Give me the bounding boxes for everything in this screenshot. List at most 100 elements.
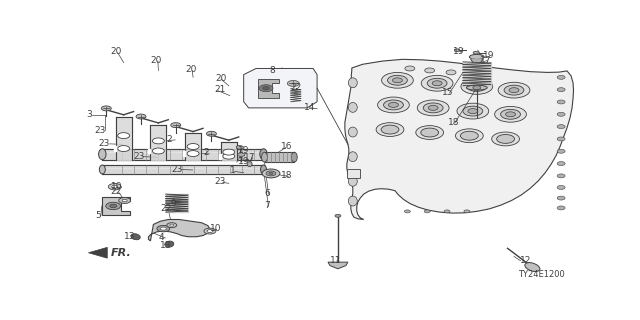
Circle shape	[557, 162, 565, 165]
Circle shape	[392, 78, 403, 83]
Text: 23: 23	[214, 177, 225, 186]
Circle shape	[122, 199, 127, 202]
Circle shape	[504, 85, 524, 95]
Circle shape	[557, 112, 565, 116]
Circle shape	[161, 227, 166, 230]
Circle shape	[557, 174, 565, 178]
Text: TY24E1200: TY24E1200	[518, 270, 565, 279]
Ellipse shape	[99, 165, 106, 174]
Circle shape	[378, 97, 410, 113]
Text: 23: 23	[99, 139, 110, 148]
Ellipse shape	[247, 162, 252, 166]
Circle shape	[467, 82, 487, 92]
Text: 10: 10	[210, 224, 221, 233]
Text: 12: 12	[520, 256, 531, 265]
Ellipse shape	[348, 152, 357, 162]
Text: 17: 17	[480, 56, 492, 65]
Circle shape	[428, 78, 447, 88]
Circle shape	[557, 196, 565, 200]
Text: 23: 23	[94, 126, 105, 135]
Text: 21: 21	[214, 85, 225, 94]
Circle shape	[223, 149, 235, 155]
Circle shape	[404, 210, 410, 213]
Circle shape	[167, 223, 177, 228]
Circle shape	[381, 72, 413, 88]
Ellipse shape	[348, 102, 357, 112]
Circle shape	[500, 109, 520, 119]
Polygon shape	[148, 220, 210, 241]
Text: 19: 19	[453, 47, 465, 56]
Circle shape	[405, 66, 415, 71]
Ellipse shape	[348, 196, 357, 206]
Text: 19: 19	[237, 156, 249, 166]
Text: 23: 23	[172, 165, 182, 174]
Circle shape	[557, 75, 565, 79]
Circle shape	[472, 84, 482, 89]
Circle shape	[495, 107, 526, 122]
Ellipse shape	[525, 263, 540, 271]
Text: 20: 20	[185, 65, 196, 74]
Text: 18: 18	[281, 172, 292, 180]
Circle shape	[421, 75, 453, 91]
Ellipse shape	[99, 149, 106, 160]
Text: 22: 22	[291, 83, 302, 92]
Circle shape	[110, 204, 116, 208]
Text: 22: 22	[111, 187, 122, 196]
Text: 20: 20	[111, 47, 122, 56]
Polygon shape	[102, 196, 129, 215]
Ellipse shape	[469, 54, 484, 59]
Text: 2: 2	[167, 135, 172, 144]
Circle shape	[262, 169, 280, 178]
Circle shape	[417, 100, 449, 116]
Text: 7: 7	[264, 202, 270, 211]
Circle shape	[383, 100, 403, 110]
Circle shape	[266, 171, 276, 176]
Circle shape	[207, 230, 213, 233]
Text: 17: 17	[244, 153, 255, 162]
Ellipse shape	[348, 176, 357, 186]
Circle shape	[118, 197, 131, 204]
Text: 9: 9	[170, 199, 176, 208]
Ellipse shape	[262, 152, 268, 162]
Circle shape	[473, 86, 481, 90]
Ellipse shape	[291, 152, 297, 162]
Polygon shape	[471, 59, 483, 62]
Circle shape	[376, 123, 404, 136]
Text: 18: 18	[448, 118, 460, 127]
Ellipse shape	[260, 149, 268, 160]
Text: 22: 22	[161, 204, 172, 213]
Circle shape	[464, 210, 470, 213]
Text: FR.: FR.	[111, 248, 132, 258]
Text: 20: 20	[215, 74, 227, 83]
Ellipse shape	[348, 127, 357, 137]
Ellipse shape	[131, 234, 140, 240]
Circle shape	[287, 81, 300, 86]
Circle shape	[497, 134, 515, 143]
Circle shape	[557, 149, 565, 153]
Circle shape	[444, 210, 450, 213]
Circle shape	[262, 86, 269, 90]
Circle shape	[457, 103, 489, 119]
Circle shape	[335, 214, 341, 217]
Circle shape	[420, 128, 438, 137]
Circle shape	[425, 68, 435, 73]
Circle shape	[557, 186, 565, 189]
Circle shape	[152, 138, 164, 144]
Circle shape	[381, 125, 399, 134]
Text: 20: 20	[150, 56, 162, 65]
Circle shape	[557, 100, 565, 104]
Text: 6: 6	[264, 189, 270, 198]
Circle shape	[468, 108, 478, 114]
Circle shape	[101, 106, 111, 111]
Circle shape	[118, 133, 129, 139]
Circle shape	[136, 114, 146, 119]
Text: 16: 16	[281, 142, 292, 151]
Circle shape	[498, 82, 530, 98]
Circle shape	[428, 105, 438, 110]
Text: 1: 1	[230, 166, 236, 175]
Text: 15: 15	[442, 88, 454, 97]
Circle shape	[424, 210, 430, 213]
Text: 5: 5	[95, 211, 100, 220]
Circle shape	[112, 185, 118, 188]
Ellipse shape	[260, 165, 266, 174]
